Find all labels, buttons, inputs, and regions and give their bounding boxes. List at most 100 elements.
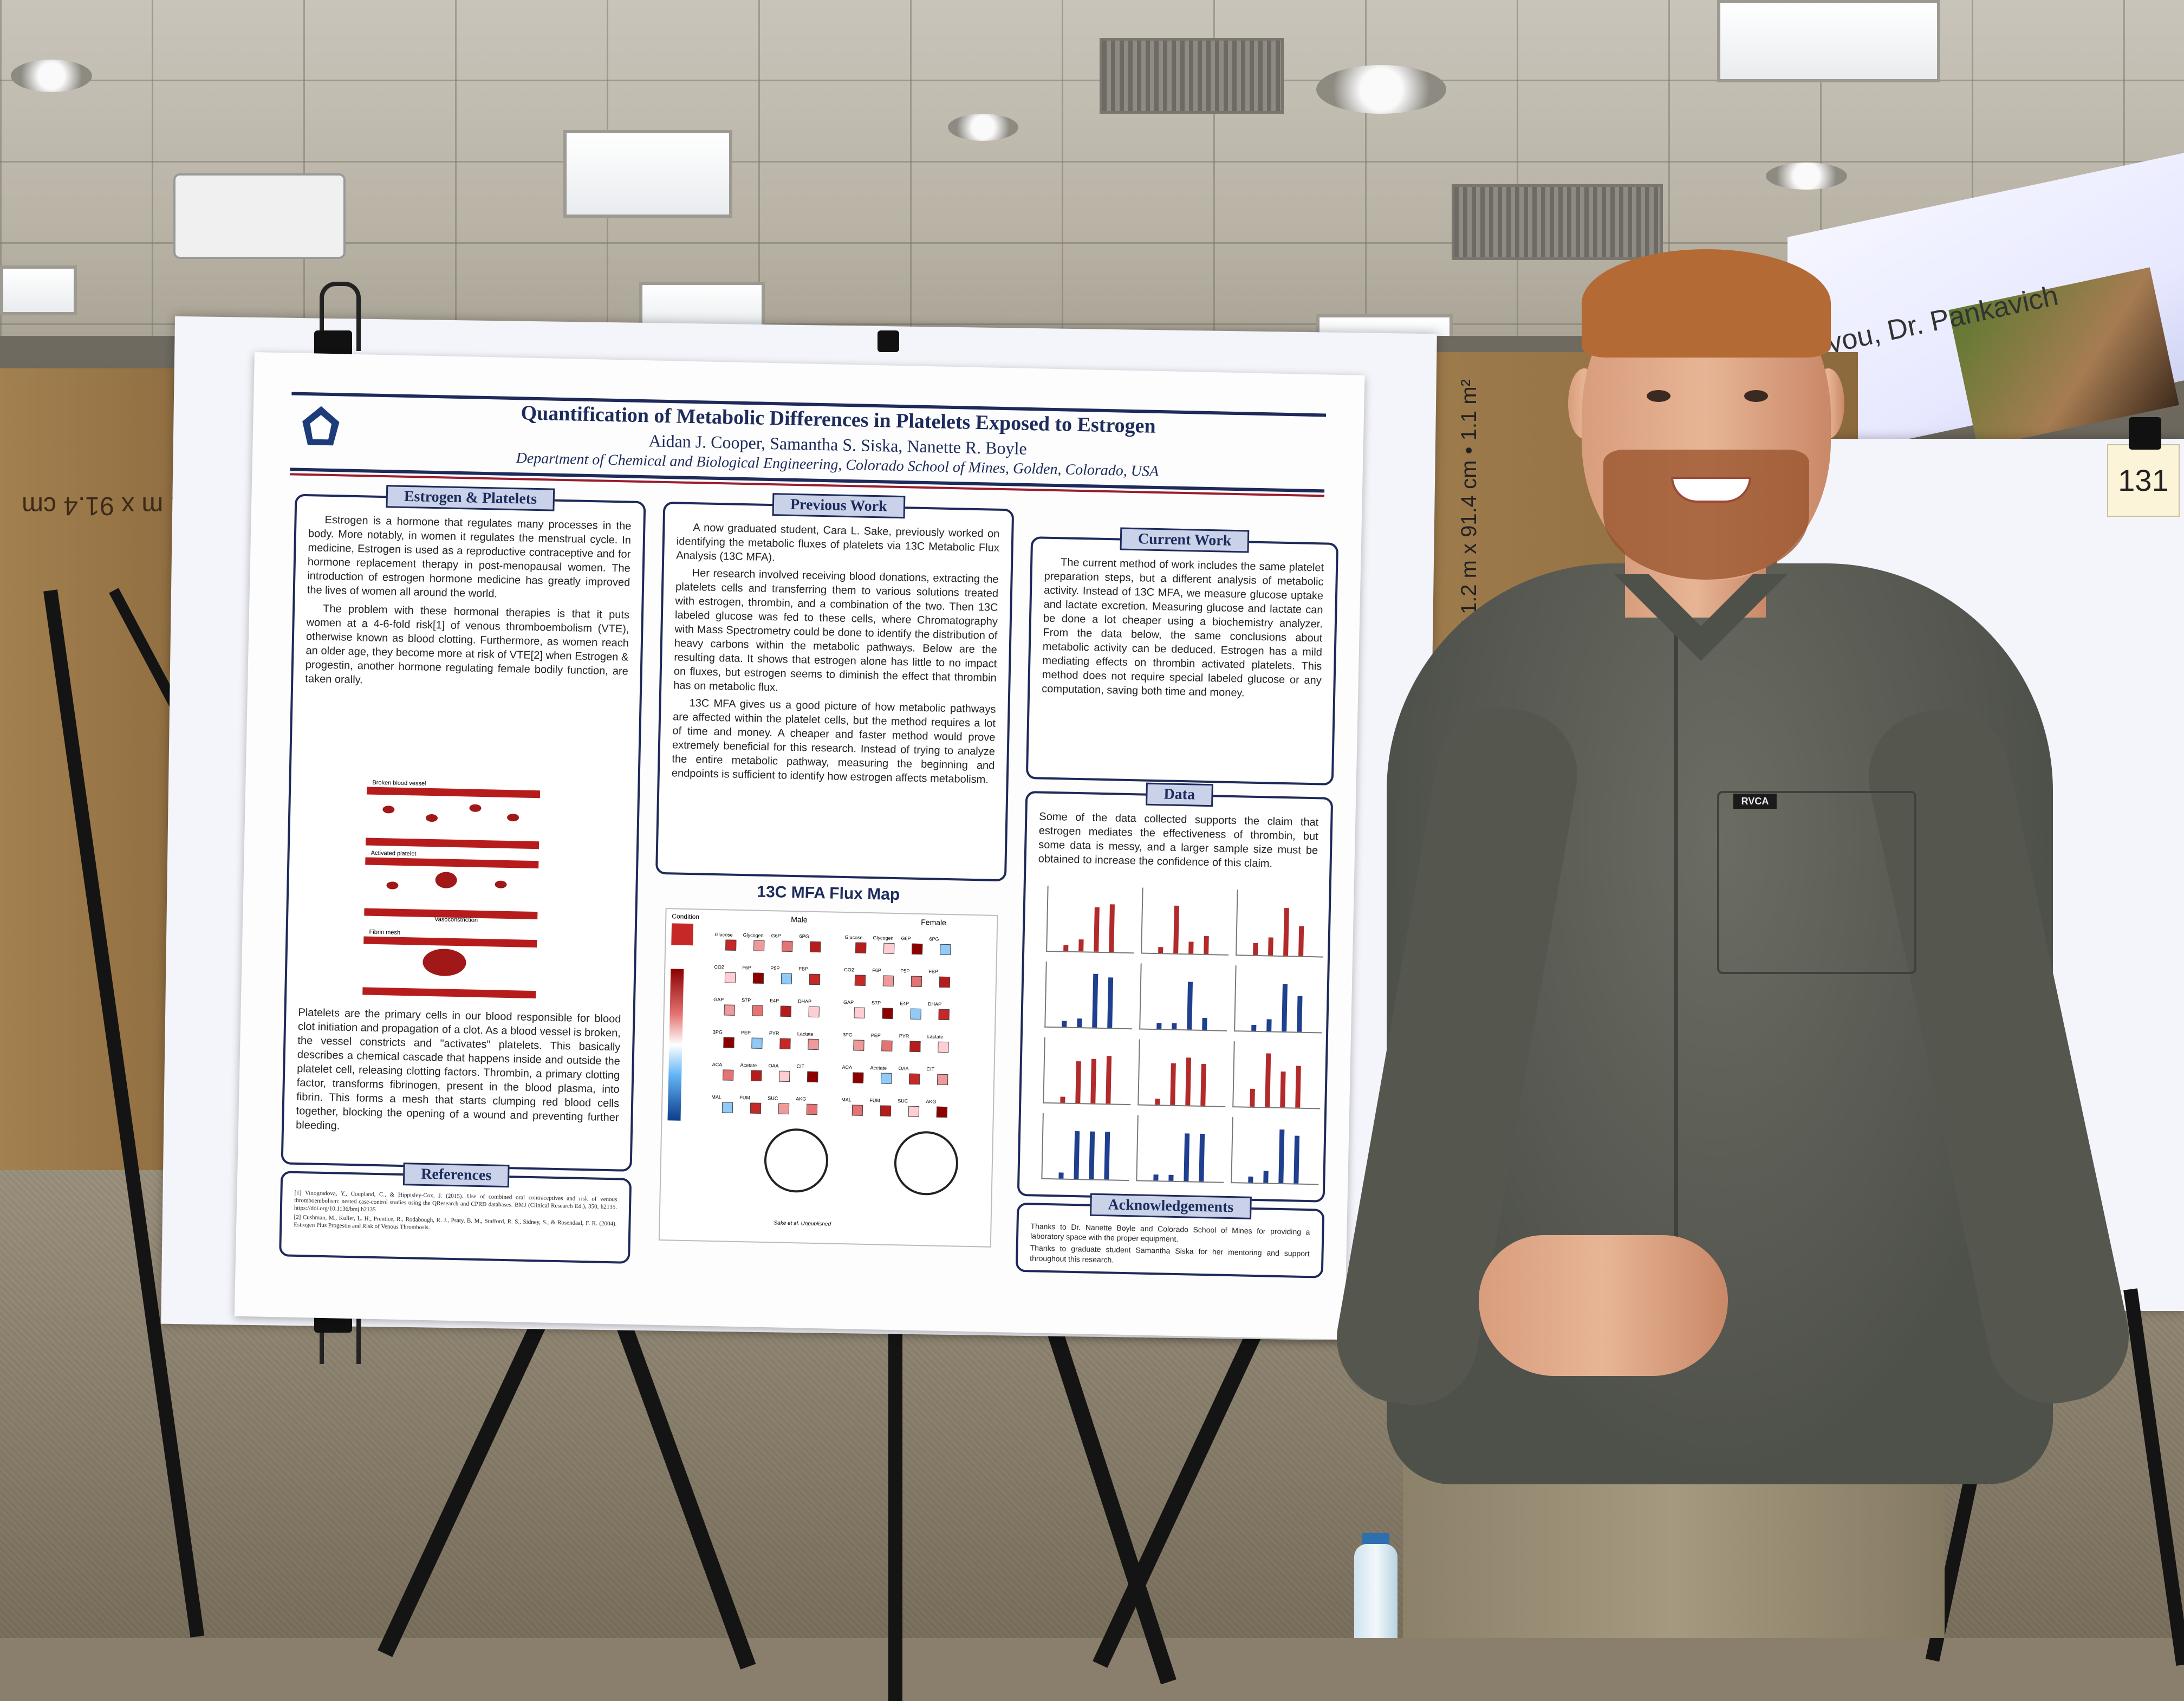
panel-data: Data Some of the data collected supports… xyxy=(1017,782,1334,1203)
flux-node-label: Glycogen xyxy=(873,935,894,941)
easel-leg xyxy=(888,1311,902,1701)
flux-cell xyxy=(809,973,821,985)
red-blood-cell xyxy=(469,804,482,812)
panel-title: References xyxy=(402,1163,510,1188)
data-bar xyxy=(1278,1129,1285,1184)
flux-node-label: MAL xyxy=(841,1096,851,1103)
data-bar xyxy=(1060,1096,1065,1103)
data-bar xyxy=(1173,905,1179,953)
platelet-cluster xyxy=(435,872,457,889)
flux-node-label: E4P xyxy=(899,1001,909,1007)
data-bar xyxy=(1253,943,1258,956)
data-bar xyxy=(1077,1018,1082,1028)
diagram-label: Activated platelet xyxy=(370,849,417,858)
flux-node-label: S7P xyxy=(742,997,751,1003)
flux-node-label: ACA xyxy=(712,1061,723,1068)
data-bar xyxy=(1107,977,1114,1028)
panel-title: Previous Work xyxy=(772,493,906,519)
binder-clip xyxy=(2129,417,2161,450)
data-bar xyxy=(1248,1176,1253,1183)
data-mini-chart xyxy=(1139,963,1228,1031)
flux-node-label: CO2 xyxy=(844,967,854,973)
projector xyxy=(173,173,346,259)
data-bar xyxy=(1294,1135,1300,1184)
data-bar xyxy=(1263,1171,1269,1183)
flux-node-label: 3PG xyxy=(842,1032,853,1038)
panel-body: Thanks to Dr. Nanette Boyle and Colorado… xyxy=(1030,1221,1310,1269)
data-bar xyxy=(1170,1063,1176,1105)
flux-cell xyxy=(882,975,894,986)
ceiling-vent xyxy=(1452,184,1663,260)
flux-node-label: 6PG xyxy=(929,936,939,942)
data-bar xyxy=(1188,942,1194,954)
flux-node-label: AKG xyxy=(926,1099,937,1105)
panel-body: A now graduated student, Cara L. Sake, p… xyxy=(672,520,1000,787)
binder-clip xyxy=(877,330,899,352)
paragraph: The current method of work includes the … xyxy=(1042,556,1324,699)
paragraph: Some of the data collected supports the … xyxy=(1038,810,1319,870)
ceiling-light xyxy=(0,265,77,315)
flux-cell xyxy=(779,1038,791,1049)
panel-title: Estrogen & Platelets xyxy=(386,485,555,511)
flux-cell xyxy=(908,1106,920,1117)
data-bar xyxy=(1092,973,1098,1028)
flux-cell xyxy=(883,943,895,954)
condition-swatch xyxy=(671,923,694,946)
red-blood-cell xyxy=(495,880,507,888)
panel-body: Platelets are the primary cells in our b… xyxy=(296,1005,621,1139)
flux-node-label: CO2 xyxy=(714,964,725,970)
flux-cell xyxy=(810,941,821,953)
data-bar xyxy=(1089,1131,1095,1179)
left-eye xyxy=(1647,390,1670,402)
flux-cell xyxy=(855,942,867,953)
data-bar xyxy=(1168,1174,1174,1181)
panel-body: [1] Vinogradova, Y., Coupland, C., & Hip… xyxy=(294,1190,617,1236)
clasped-hands xyxy=(1479,1235,1728,1376)
data-bar xyxy=(1251,1024,1257,1031)
flux-cell xyxy=(722,1102,733,1113)
flux-node-label: P5P xyxy=(770,965,780,971)
flux-cell xyxy=(853,1040,864,1051)
panel-body: Estrogen is a hormone that regulates man… xyxy=(305,512,632,697)
panel-estrogen-platelets: Estrogen & Platelets Estrogen is a hormo… xyxy=(281,485,646,1172)
data-mini-chart xyxy=(1232,1041,1322,1109)
data-mini-chart xyxy=(1046,885,1135,954)
flux-cell xyxy=(910,1008,921,1020)
flux-cell xyxy=(753,940,765,951)
data-bar xyxy=(1202,1017,1207,1030)
school-logo-icon xyxy=(302,406,340,446)
ceiling-spotlight xyxy=(1766,163,1847,190)
data-bar xyxy=(1282,984,1288,1032)
panel-current-work: Current Work The current method of work … xyxy=(1025,527,1339,785)
data-bar xyxy=(1268,937,1273,956)
red-blood-cell xyxy=(386,881,399,890)
paragraph: Thanks to Dr. Nanette Boyle and Colorado… xyxy=(1030,1222,1310,1244)
flux-node-label: DHAP xyxy=(927,1001,942,1007)
shirt-logo-tag: RVCA xyxy=(1733,794,1777,809)
diagram-label: Broken blood vessel xyxy=(372,779,426,787)
flux-cell xyxy=(750,1102,762,1114)
data-mini-chart xyxy=(1236,890,1325,958)
data-bar xyxy=(1075,1061,1081,1103)
flux-cell xyxy=(808,1038,819,1050)
flux-node-label: Glucose xyxy=(844,934,863,940)
flux-cell xyxy=(723,1037,734,1048)
flux-node-label: S7P xyxy=(871,1000,881,1006)
data-bar xyxy=(1153,1174,1159,1181)
data-bar xyxy=(1062,1021,1067,1027)
flux-cell xyxy=(807,1071,818,1083)
flux-node-label: FUM xyxy=(869,1098,880,1103)
data-bar xyxy=(1058,1172,1064,1179)
panel-body: Some of the data collected supports the … xyxy=(1038,810,1318,872)
flux-node-label: Glycogen xyxy=(743,932,764,938)
panel-previous-work: Previous Work A now graduated student, C… xyxy=(655,493,1015,882)
paragraph: Thanks to graduate student Samantha Sisk… xyxy=(1030,1243,1310,1264)
data-bar xyxy=(1106,1056,1112,1104)
flux-cell xyxy=(778,1103,790,1114)
paragraph: Estrogen is a hormone that regulates man… xyxy=(307,514,632,600)
flux-cell xyxy=(725,939,737,951)
flux-cell xyxy=(938,1009,950,1021)
flux-node-label: OAA xyxy=(768,1063,779,1069)
beard xyxy=(1603,450,1809,580)
data-bar xyxy=(1074,1131,1080,1179)
